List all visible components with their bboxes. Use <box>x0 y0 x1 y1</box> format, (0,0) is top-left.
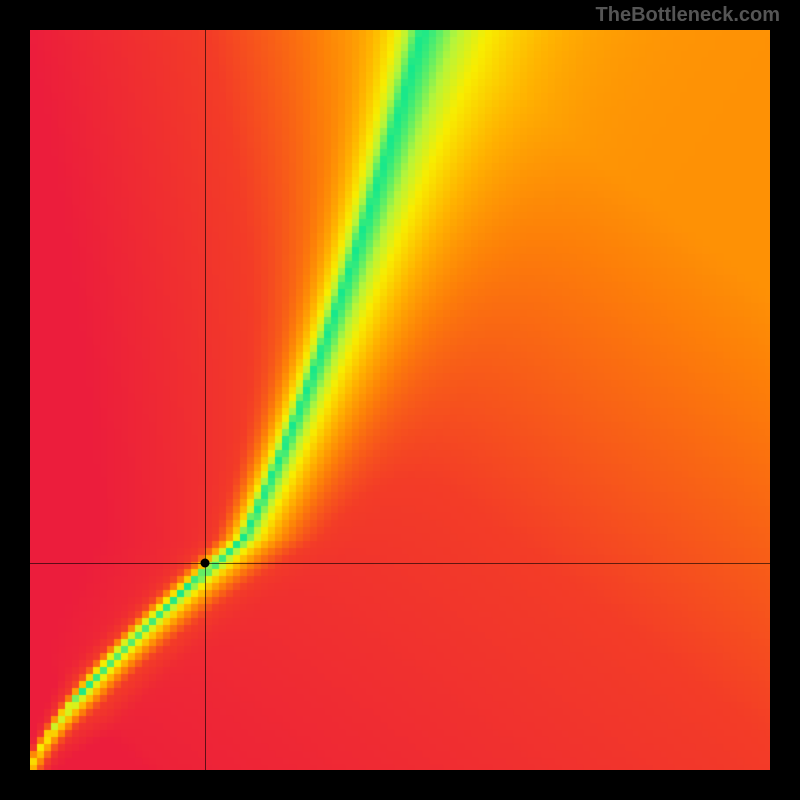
crosshair-horizontal <box>30 563 770 564</box>
watermark-text: TheBottleneck.com <box>596 4 780 27</box>
crosshair-vertical <box>205 30 206 770</box>
crosshair-marker <box>200 558 209 567</box>
heatmap-canvas <box>30 30 770 770</box>
heatmap-plot <box>30 30 770 770</box>
